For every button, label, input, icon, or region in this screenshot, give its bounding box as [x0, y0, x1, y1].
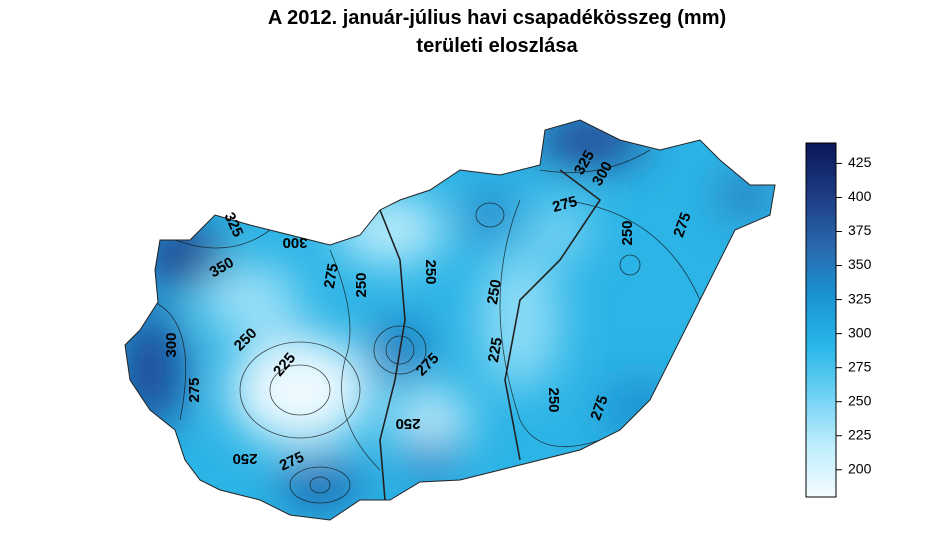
contour-label: 250 — [619, 220, 636, 245]
colorbar-tick-label: 325 — [848, 290, 872, 306]
title-line: A 2012. január-július havi csapadékössze… — [268, 7, 726, 29]
contour-label: 250 — [484, 278, 505, 306]
contour-label: 250 — [395, 415, 420, 432]
colorbar-tick-label: 225 — [848, 426, 872, 442]
colorbar-tick-label: 200 — [848, 460, 872, 476]
contour-label: 275 — [186, 377, 203, 402]
colorbar-tick-label: 400 — [848, 188, 872, 204]
contour-label: 250 — [353, 272, 370, 297]
title-line: területi eloszlása — [416, 35, 578, 57]
contour-label: 225 — [485, 336, 506, 364]
colorbar-tick-label: 425 — [848, 154, 872, 170]
contour-label: 250 — [232, 450, 257, 467]
contour-label: 275 — [551, 193, 580, 216]
colorbar-tick-label: 350 — [848, 256, 872, 272]
contour-label: 275 — [321, 262, 342, 290]
colorbar-tick-label: 250 — [848, 392, 872, 408]
precipitation-field — [125, 120, 775, 520]
colorbar-tick-label: 375 — [848, 222, 872, 238]
colorbar — [805, 142, 837, 498]
contour-label: 300 — [163, 332, 180, 357]
colorbar-tick-label: 300 — [848, 324, 872, 340]
contour-label: 250 — [545, 387, 562, 412]
colorbar-tick-label: 275 — [848, 358, 872, 374]
contour-label: 250 — [422, 259, 439, 284]
contour-label: 300 — [282, 234, 307, 251]
